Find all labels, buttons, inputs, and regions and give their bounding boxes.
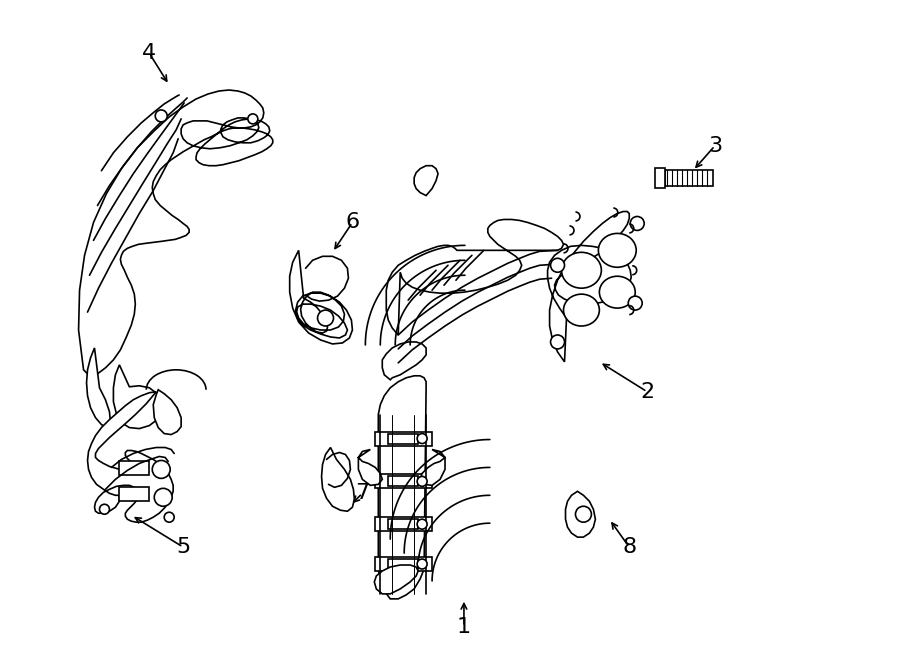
Polygon shape bbox=[87, 392, 173, 522]
Text: 6: 6 bbox=[346, 212, 359, 233]
Polygon shape bbox=[374, 565, 418, 594]
Text: 1: 1 bbox=[457, 617, 471, 637]
Text: 2: 2 bbox=[640, 382, 654, 402]
Text: 4: 4 bbox=[142, 43, 157, 63]
Polygon shape bbox=[565, 491, 596, 537]
Polygon shape bbox=[655, 168, 665, 188]
Ellipse shape bbox=[562, 253, 601, 288]
Polygon shape bbox=[375, 517, 432, 531]
Circle shape bbox=[100, 504, 110, 514]
Ellipse shape bbox=[598, 233, 636, 267]
Ellipse shape bbox=[563, 294, 599, 326]
Circle shape bbox=[152, 461, 170, 479]
Circle shape bbox=[417, 559, 428, 569]
Polygon shape bbox=[375, 432, 432, 446]
Polygon shape bbox=[113, 365, 161, 428]
Text: 7: 7 bbox=[356, 483, 369, 503]
Text: 8: 8 bbox=[622, 537, 636, 557]
Circle shape bbox=[248, 114, 257, 124]
Polygon shape bbox=[388, 559, 418, 569]
Polygon shape bbox=[414, 166, 438, 196]
Circle shape bbox=[417, 477, 428, 486]
Polygon shape bbox=[382, 342, 426, 380]
Circle shape bbox=[154, 488, 172, 506]
Polygon shape bbox=[290, 251, 353, 344]
Circle shape bbox=[417, 519, 428, 529]
Polygon shape bbox=[358, 449, 382, 485]
Circle shape bbox=[164, 512, 175, 522]
Polygon shape bbox=[153, 390, 181, 434]
Polygon shape bbox=[547, 212, 631, 362]
Circle shape bbox=[551, 258, 564, 272]
Circle shape bbox=[551, 335, 564, 349]
Circle shape bbox=[575, 506, 591, 522]
Polygon shape bbox=[375, 475, 432, 488]
Circle shape bbox=[630, 217, 644, 231]
Polygon shape bbox=[120, 461, 149, 475]
Polygon shape bbox=[388, 477, 418, 486]
Polygon shape bbox=[86, 348, 111, 428]
Circle shape bbox=[628, 296, 643, 310]
Polygon shape bbox=[665, 170, 713, 186]
Polygon shape bbox=[375, 557, 432, 571]
Polygon shape bbox=[78, 90, 273, 376]
Text: 3: 3 bbox=[707, 136, 722, 156]
Polygon shape bbox=[388, 434, 418, 444]
Circle shape bbox=[318, 310, 334, 326]
Polygon shape bbox=[386, 219, 563, 335]
Polygon shape bbox=[120, 487, 149, 501]
Circle shape bbox=[417, 434, 428, 444]
Ellipse shape bbox=[599, 276, 635, 308]
Circle shape bbox=[155, 110, 167, 122]
Polygon shape bbox=[420, 449, 445, 485]
Polygon shape bbox=[321, 447, 355, 511]
Polygon shape bbox=[378, 376, 426, 599]
Polygon shape bbox=[388, 519, 418, 529]
Text: 5: 5 bbox=[176, 537, 190, 557]
